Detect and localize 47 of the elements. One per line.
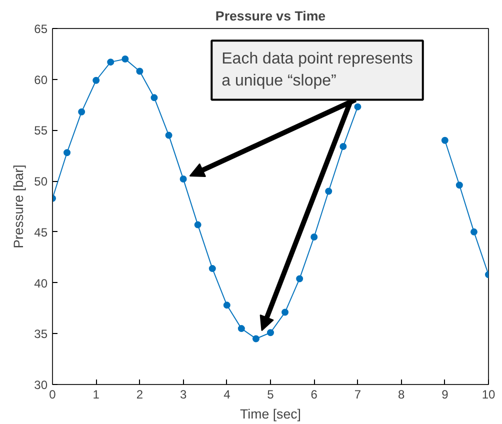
- point: [354, 103, 362, 110]
- annotation: Each data point represents a unique “slope”: [222, 50, 413, 90]
- x-tick-label: 3: [180, 388, 187, 402]
- x-tick-label: 5: [267, 388, 274, 402]
- point: [456, 182, 463, 189]
- point: [64, 149, 71, 156]
- x-tick-label: 6: [310, 388, 318, 402]
- point: [223, 302, 230, 309]
- point: [310, 234, 318, 241]
- x-tick-label: 7: [354, 388, 362, 402]
- point: [180, 176, 187, 183]
- point: [470, 228, 478, 236]
- x-tick-label: 2: [136, 388, 144, 402]
- y-tick-label: 40: [34, 276, 48, 290]
- x-tick-label: 8: [398, 388, 405, 402]
- point: [122, 56, 129, 63]
- point: [441, 136, 448, 144]
- point: [107, 58, 114, 66]
- x-tick-label: 1: [92, 388, 100, 402]
- point: [92, 76, 100, 84]
- point: [325, 188, 332, 195]
- y-tick-label: 45: [34, 225, 48, 240]
- x-tick-label: 4: [224, 388, 231, 402]
- y-tick-label: 65: [34, 22, 48, 36]
- y-tick-label: 50: [34, 174, 48, 189]
- point: [208, 265, 216, 272]
- y-axis-title: Pressure [bar]: [11, 164, 26, 248]
- point: [282, 308, 289, 316]
- point: [252, 335, 260, 342]
- point: [78, 108, 86, 116]
- y-tick-label: 60: [34, 72, 48, 87]
- point: [340, 142, 347, 150]
- point: [296, 275, 304, 282]
- y-tick-label: 35: [34, 327, 48, 342]
- x-tick-label: 10: [482, 388, 496, 402]
- y-tick-label: 30: [34, 378, 48, 392]
- point: [238, 325, 245, 332]
- point: [267, 329, 274, 336]
- x-axis-title: Time [sec]: [240, 406, 301, 422]
- point: [165, 132, 172, 139]
- x-tick-label: 0: [49, 388, 56, 402]
- point: [136, 68, 144, 75]
- point: [194, 221, 202, 228]
- x-tick-label: 9: [442, 388, 449, 402]
- point: [150, 94, 158, 102]
- y-tick-label: 55: [34, 124, 48, 138]
- chart-title: Pressure vs Time: [215, 8, 326, 24]
